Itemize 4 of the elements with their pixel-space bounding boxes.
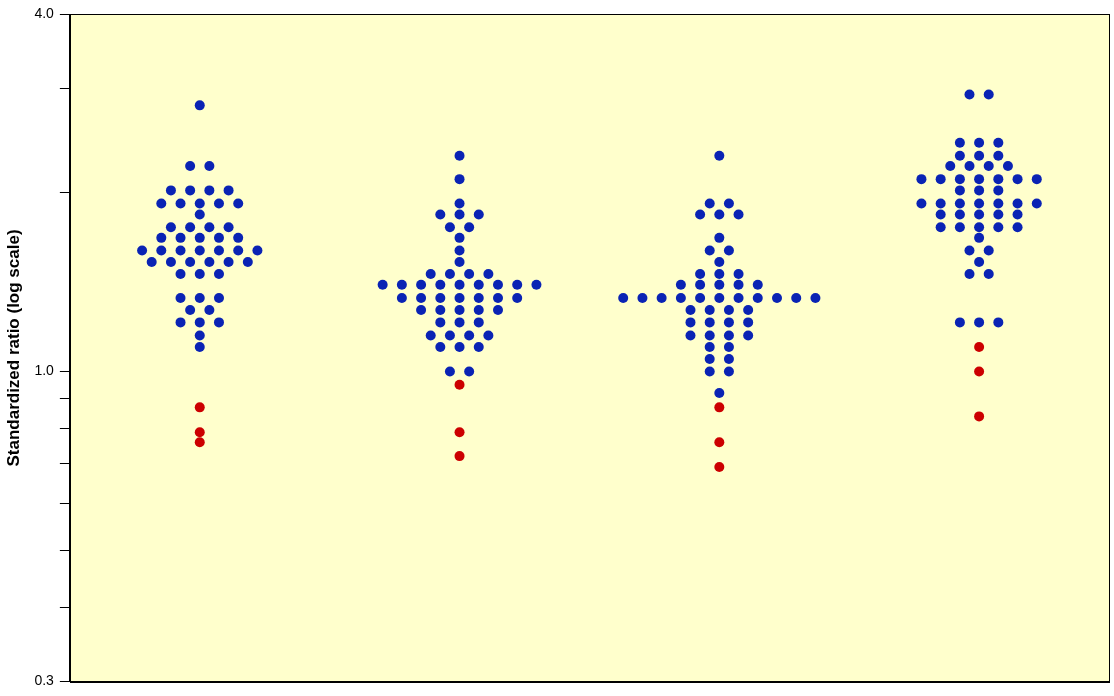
y-axis-title: Standardized ratio (log scale) (3, 229, 23, 467)
y-tick-label: 4.0 (34, 5, 55, 22)
y-tick-label: 0.3 (34, 672, 55, 689)
y-tick-label: 1.0 (34, 362, 55, 379)
